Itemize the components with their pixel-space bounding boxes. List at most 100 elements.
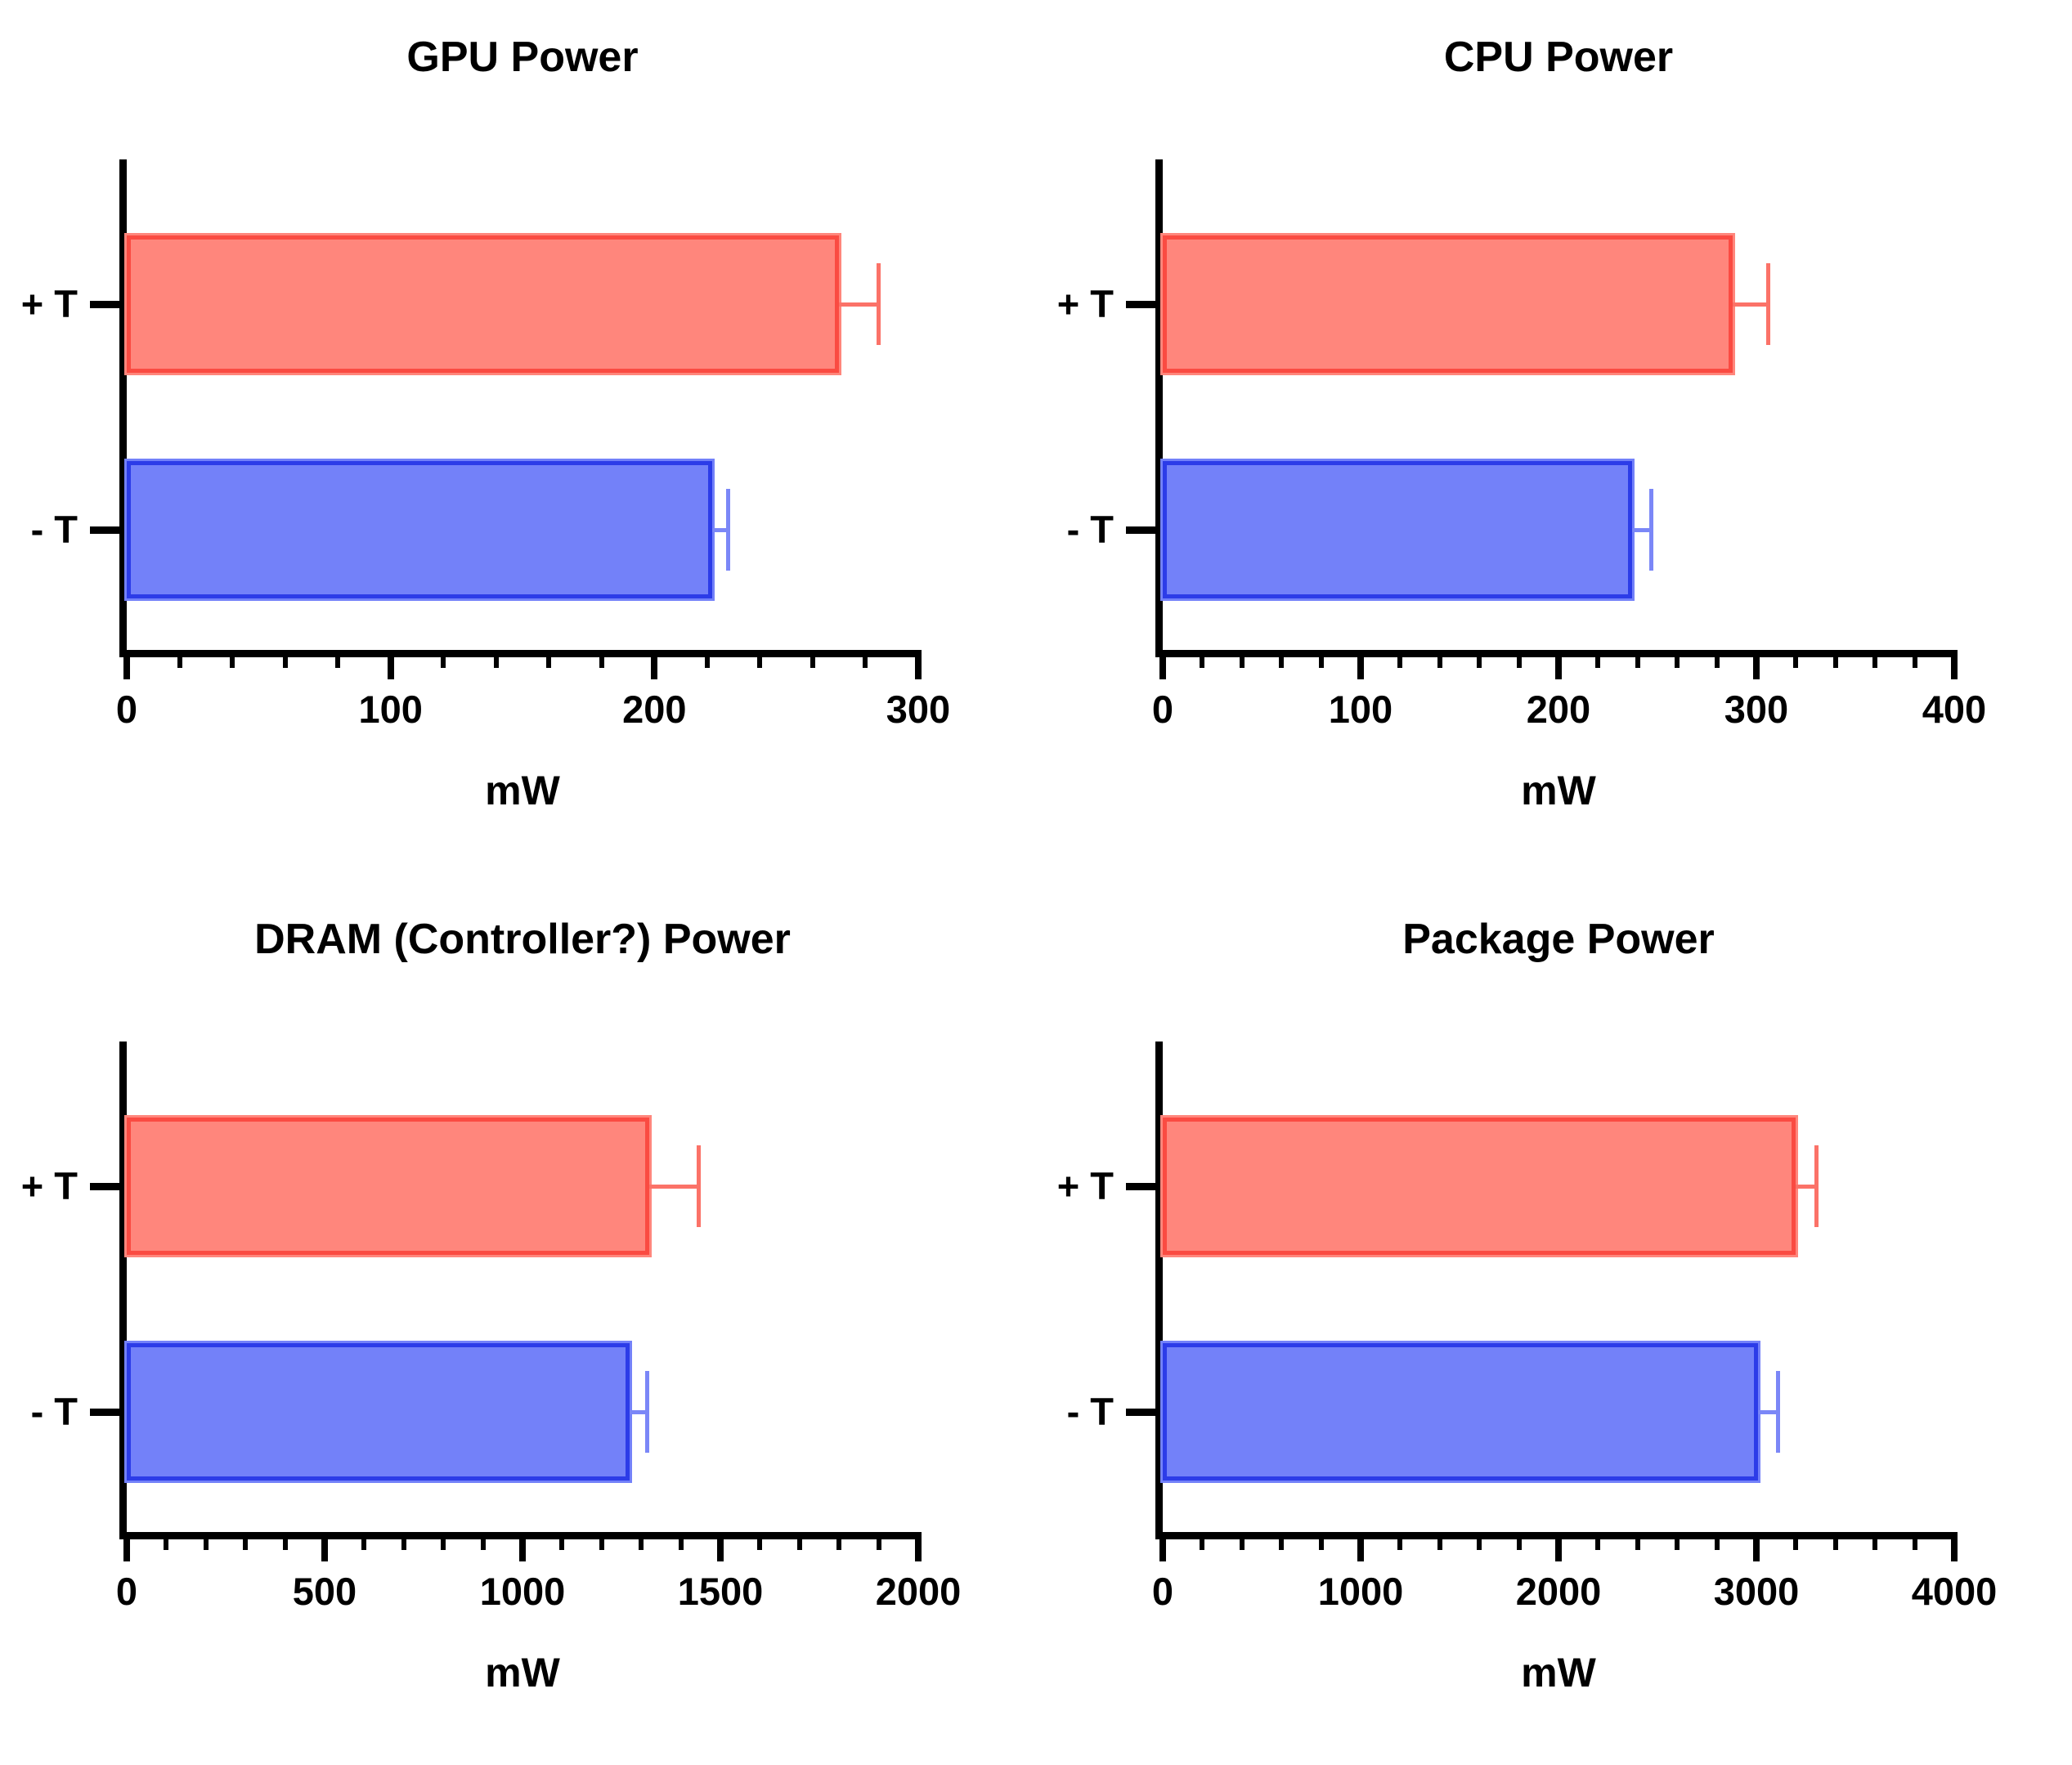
error-cap-minus-t bbox=[1776, 1371, 1781, 1453]
x-major-tick bbox=[123, 1532, 130, 1561]
x-minor-tick bbox=[796, 1532, 802, 1550]
x-minor-tick bbox=[1477, 650, 1482, 668]
x-minor-tick bbox=[1832, 1532, 1838, 1550]
x-major-tick bbox=[717, 1532, 724, 1561]
x-minor-tick bbox=[441, 650, 446, 668]
x-tick-label: 100 bbox=[1328, 688, 1393, 731]
error-cap-plus-t bbox=[877, 263, 881, 345]
x-major-tick bbox=[1753, 650, 1760, 679]
x-minor-tick bbox=[1793, 1532, 1799, 1550]
cpu-power-panel: CPU Power 0 100 200 300 400 + T - T mW bbox=[1036, 0, 2072, 882]
x-minor-tick bbox=[177, 650, 182, 668]
x-minor-tick bbox=[230, 650, 235, 668]
x-minor-tick bbox=[1793, 650, 1799, 668]
x-minor-tick bbox=[1832, 650, 1838, 668]
category-label: + T bbox=[1056, 1164, 1114, 1207]
chart-title: GPU Power bbox=[406, 34, 639, 81]
error-cap-minus-t bbox=[644, 1371, 649, 1453]
category-label: + T bbox=[20, 1164, 78, 1207]
x-minor-tick bbox=[1912, 650, 1917, 668]
x-major-tick bbox=[387, 650, 394, 679]
x-minor-tick bbox=[559, 1532, 565, 1550]
x-minor-tick bbox=[757, 650, 763, 668]
x-major-tick bbox=[1555, 1532, 1562, 1561]
x-minor-tick bbox=[1675, 1532, 1680, 1550]
x-minor-tick bbox=[546, 650, 552, 668]
bar-plus-t bbox=[1163, 235, 1733, 373]
x-minor-tick bbox=[243, 1532, 249, 1550]
x-tick-label: 1000 bbox=[1317, 1570, 1404, 1613]
x-tick-label: 0 bbox=[1151, 688, 1174, 731]
x-tick-label: 300 bbox=[1724, 688, 1789, 731]
category-tick bbox=[1126, 1182, 1155, 1190]
x-minor-tick bbox=[599, 650, 604, 668]
error-whisker-plus-t bbox=[1796, 1184, 1817, 1189]
gpu-power-panel: GPU Power 0 100 200 300 + T - T mW bbox=[0, 0, 1036, 882]
x-major-tick bbox=[1951, 650, 1958, 679]
x-tick-label: 500 bbox=[292, 1570, 357, 1613]
error-cap-minus-t bbox=[1649, 489, 1654, 571]
category-tick bbox=[90, 300, 119, 308]
x-tick-label: 0 bbox=[115, 1570, 138, 1613]
error-cap-minus-t bbox=[726, 489, 731, 571]
x-axis-unit-label: mW bbox=[485, 768, 560, 813]
x-tick-label: 1500 bbox=[677, 1570, 764, 1613]
category-tick bbox=[90, 1182, 119, 1190]
category-tick bbox=[1126, 1408, 1155, 1416]
x-minor-tick bbox=[1200, 1532, 1205, 1550]
category-label: - T bbox=[1066, 1390, 1114, 1433]
category-tick bbox=[1126, 526, 1155, 534]
bar-minus-t bbox=[127, 461, 713, 598]
x-major-tick bbox=[915, 1532, 922, 1561]
x-minor-tick bbox=[1437, 1532, 1442, 1550]
x-minor-tick bbox=[1279, 650, 1285, 668]
x-minor-tick bbox=[1675, 650, 1680, 668]
bar-minus-t bbox=[127, 1343, 630, 1481]
error-whisker-minus-t bbox=[1758, 1409, 1778, 1414]
category-label: - T bbox=[30, 508, 78, 551]
category-label: + T bbox=[20, 282, 78, 325]
bar-minus-t bbox=[1163, 461, 1632, 598]
x-tick-label: 400 bbox=[1922, 688, 1987, 731]
plot-area: 0 100 200 300 400 + T - T bbox=[1057, 159, 1986, 730]
category-tick bbox=[90, 526, 119, 534]
x-minor-tick bbox=[1872, 1532, 1878, 1550]
category-tick bbox=[90, 1408, 119, 1416]
x-minor-tick bbox=[876, 1532, 881, 1550]
x-major-tick bbox=[519, 1532, 526, 1561]
x-minor-tick bbox=[836, 1532, 842, 1550]
x-axis-line bbox=[1155, 1532, 1954, 1539]
x-minor-tick bbox=[1239, 650, 1245, 668]
plot-area: 0 1000 2000 3000 4000 + T - T bbox=[1057, 1042, 1997, 1612]
x-tick-label: 0 bbox=[115, 688, 138, 731]
x-tick-label: 300 bbox=[886, 688, 951, 731]
chart-title: CPU Power bbox=[1443, 34, 1674, 81]
x-minor-tick bbox=[1200, 650, 1205, 668]
x-minor-tick bbox=[1397, 650, 1403, 668]
y-axis-line bbox=[1155, 159, 1163, 657]
plot-area: 0 500 1000 1500 2000 + T - T bbox=[21, 1042, 961, 1612]
x-major-tick bbox=[1357, 1532, 1364, 1561]
x-minor-tick bbox=[1595, 650, 1601, 668]
x-tick-label: 2000 bbox=[1515, 1570, 1602, 1613]
x-major-tick bbox=[1951, 1532, 1958, 1561]
x-axis-line bbox=[119, 650, 918, 657]
x-minor-tick bbox=[493, 650, 499, 668]
x-minor-tick bbox=[1912, 1532, 1917, 1550]
x-major-tick bbox=[1159, 650, 1166, 679]
x-major-tick bbox=[123, 650, 130, 679]
x-minor-tick bbox=[441, 1532, 446, 1550]
x-minor-tick bbox=[1516, 650, 1522, 668]
x-minor-tick bbox=[1635, 650, 1640, 668]
x-minor-tick bbox=[757, 1532, 763, 1550]
x-minor-tick bbox=[361, 1532, 367, 1550]
x-minor-tick bbox=[1397, 1532, 1403, 1550]
x-tick-label: 1000 bbox=[479, 1570, 566, 1613]
category-label: - T bbox=[30, 1390, 78, 1433]
x-axis-line bbox=[1155, 650, 1954, 657]
x-tick-label: 100 bbox=[358, 688, 423, 731]
bar-minus-t bbox=[1163, 1343, 1759, 1481]
x-minor-tick bbox=[704, 650, 710, 668]
x-major-tick bbox=[1357, 650, 1364, 679]
plot-area: 0 100 200 300 + T - T bbox=[21, 159, 950, 730]
